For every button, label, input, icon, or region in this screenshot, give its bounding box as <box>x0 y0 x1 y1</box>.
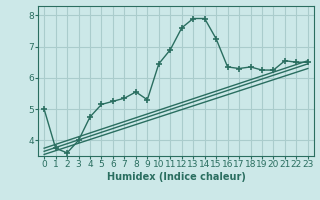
X-axis label: Humidex (Indice chaleur): Humidex (Indice chaleur) <box>107 172 245 182</box>
